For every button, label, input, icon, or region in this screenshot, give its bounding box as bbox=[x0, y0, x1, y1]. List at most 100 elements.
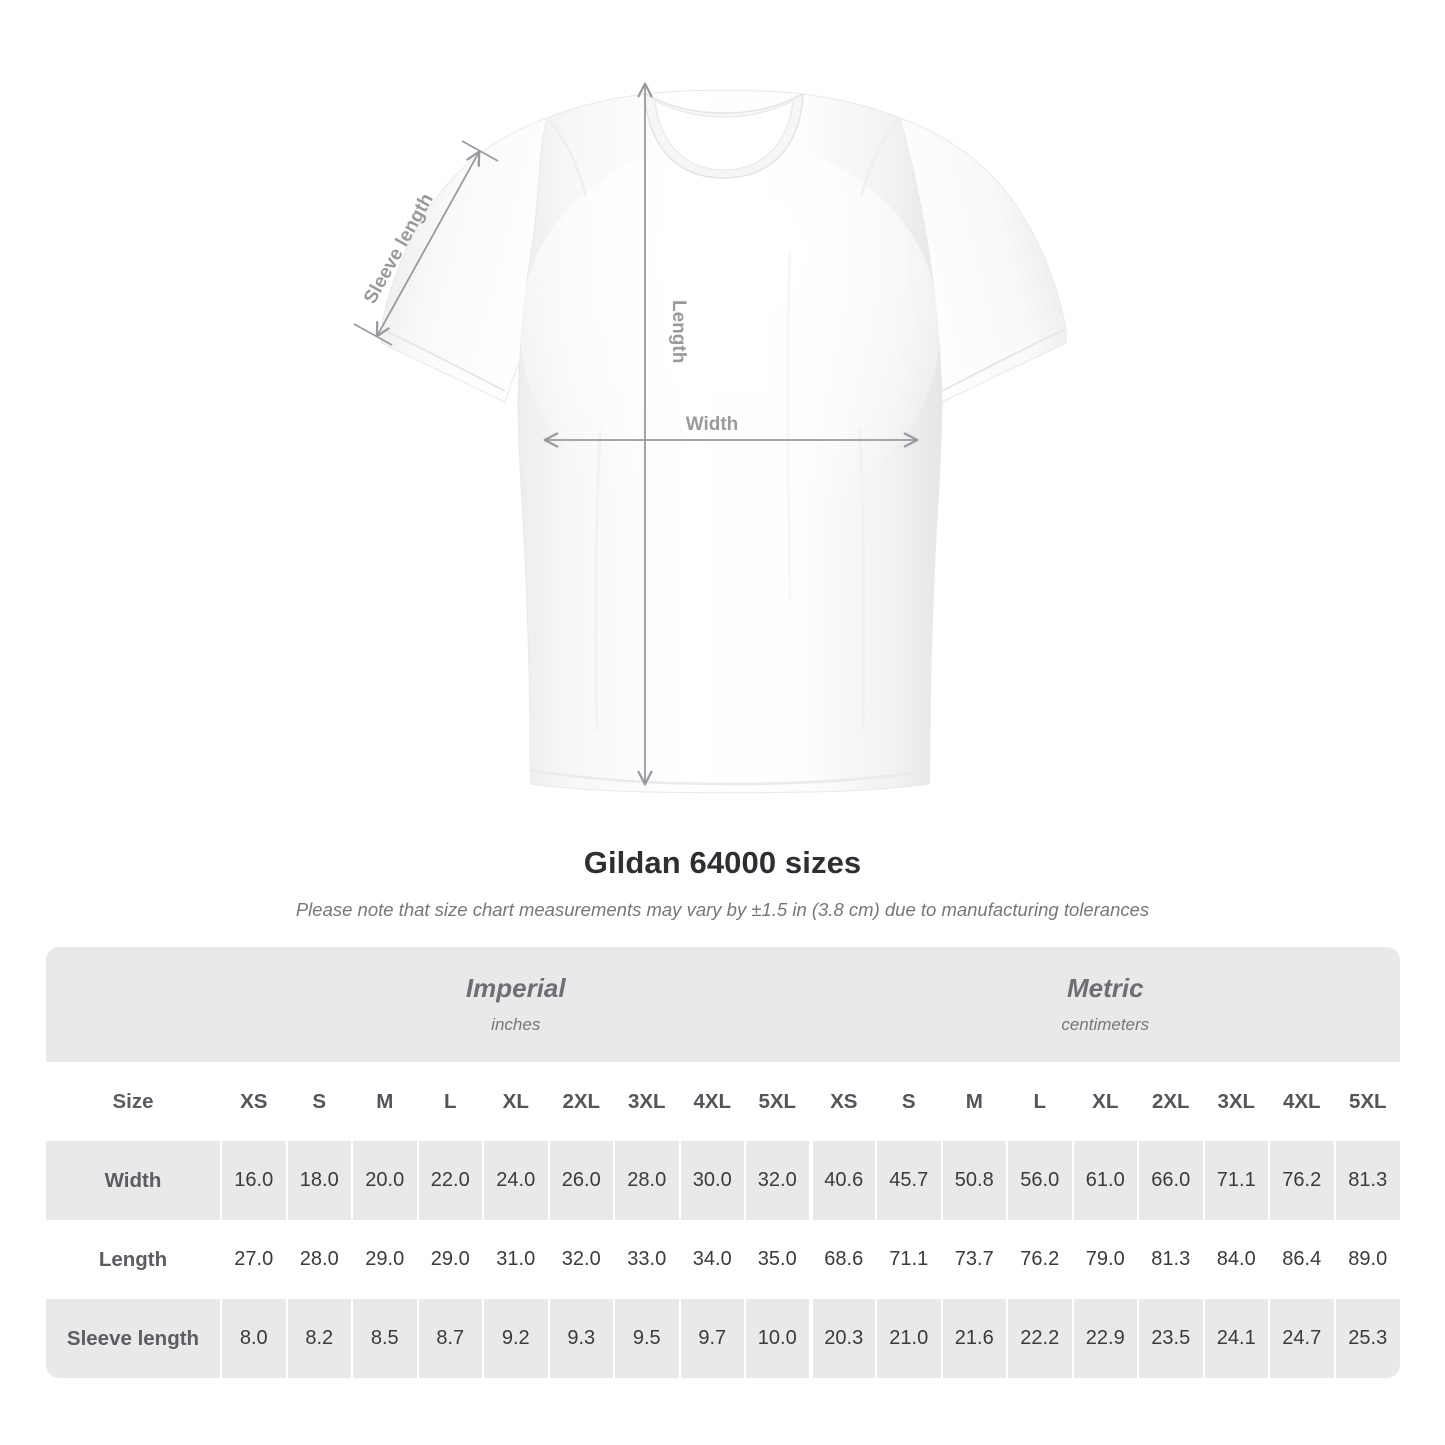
cell-sleeve-length-3xl-in: 9.5 bbox=[613, 1299, 680, 1378]
fold-right bbox=[858, 429, 866, 731]
cell-width-5xl-in: 32.0 bbox=[744, 1141, 811, 1220]
column-header-2xl-metric: 2XL bbox=[1137, 1062, 1204, 1141]
cell-sleeve-length-m-cm: 21.6 bbox=[940, 1299, 1007, 1378]
table-header-row: Size XS S M L XL 2XL 3XL 4XL 5XL XS S M L XL 2XL 3XL 4XL 5… bbox=[46, 1062, 1400, 1141]
cell-length-5xl-cm: 89.0 bbox=[1333, 1220, 1400, 1299]
cell-sleeve-length-l-cm: 22.2 bbox=[1006, 1299, 1073, 1378]
cell-width-2xl-cm: 66.0 bbox=[1137, 1141, 1204, 1220]
cell-length-l-in: 29.0 bbox=[416, 1220, 483, 1299]
cell-length-xs-in: 27.0 bbox=[220, 1220, 287, 1299]
tshirt-garment bbox=[380, 89, 1067, 794]
cell-length-xl-cm: 79.0 bbox=[1071, 1220, 1138, 1299]
tolerance-note: Please note that size chart measurements… bbox=[295, 899, 1150, 920]
width-dimension: Width bbox=[545, 414, 917, 440]
column-header-m-imperial: M bbox=[351, 1062, 418, 1141]
table-row: Length 27.0 28.0 29.0 29.0 31.0 32.0 33.0 34.0 35… bbox=[46, 1220, 1400, 1299]
length-label: Length bbox=[668, 300, 689, 363]
column-header-2xl-imperial: 2XL bbox=[547, 1062, 614, 1141]
unit-group-metric: Metric centimeters bbox=[811, 947, 1401, 1062]
cell-sleeve-length-4xl-cm: 24.7 bbox=[1268, 1299, 1335, 1378]
cell-width-xs-cm: 40.6 bbox=[808, 1141, 876, 1220]
unit-subtitle-imperial: inches bbox=[491, 1015, 541, 1035]
column-header-5xl-imperial: 5XL bbox=[744, 1062, 811, 1141]
sleeve-arrow bbox=[377, 152, 479, 336]
cell-length-s-cm: 71.1 bbox=[875, 1220, 942, 1299]
cell-length-xl-in: 31.0 bbox=[482, 1220, 549, 1299]
banner-spacer bbox=[46, 947, 221, 1062]
cell-length-3xl-in: 33.0 bbox=[613, 1220, 680, 1299]
bottom-hem bbox=[530, 768, 930, 786]
right-shoulder-seam bbox=[860, 119, 899, 197]
column-header-l-imperial: L bbox=[416, 1062, 483, 1141]
cell-length-2xl-cm: 81.3 bbox=[1137, 1220, 1204, 1299]
cell-length-s-in: 28.0 bbox=[285, 1220, 352, 1299]
fold-left bbox=[594, 429, 602, 731]
column-header-4xl-imperial: 4XL bbox=[678, 1062, 745, 1141]
cell-width-3xl-in: 28.0 bbox=[613, 1141, 680, 1220]
cell-width-5xl-cm: 81.3 bbox=[1333, 1141, 1400, 1220]
width-label: Width bbox=[686, 414, 739, 435]
cell-sleeve-length-2xl-in: 9.3 bbox=[547, 1299, 614, 1378]
unit-title-metric: Metric bbox=[1066, 972, 1144, 1003]
column-header-3xl-metric: 3XL bbox=[1202, 1062, 1269, 1141]
unit-banner: Imperial inches Metric centimeters bbox=[46, 947, 1400, 1062]
cell-width-4xl-cm: 76.2 bbox=[1268, 1141, 1335, 1220]
cell-length-4xl-in: 34.0 bbox=[678, 1220, 745, 1299]
column-header-xs-metric: XS bbox=[808, 1062, 876, 1141]
cell-sleeve-length-m-in: 8.5 bbox=[351, 1299, 418, 1378]
cell-sleeve-length-5xl-in: 10.0 bbox=[744, 1299, 811, 1378]
column-header-5xl-metric: 5XL bbox=[1333, 1062, 1400, 1141]
cell-length-m-cm: 73.7 bbox=[940, 1220, 1007, 1299]
column-header-xl-metric: XL bbox=[1071, 1062, 1138, 1141]
column-header-s-imperial: S bbox=[285, 1062, 352, 1141]
cell-sleeve-length-5xl-cm: 25.3 bbox=[1333, 1299, 1400, 1378]
cell-length-l-cm: 76.2 bbox=[1006, 1220, 1073, 1299]
column-header-xs-imperial: XS bbox=[220, 1062, 287, 1141]
cell-width-l-cm: 56.0 bbox=[1006, 1141, 1073, 1220]
row-header-length: Length bbox=[46, 1220, 221, 1299]
table-row: Sleeve length 8.0 8.2 8.5 8.7 9.2 9.3 9.5 9.7 10.… bbox=[46, 1299, 1400, 1378]
cell-length-2xl-in: 32.0 bbox=[547, 1220, 614, 1299]
cell-width-s-in: 18.0 bbox=[285, 1141, 352, 1220]
unit-subtitle-metric: centimeters bbox=[1061, 1015, 1150, 1035]
table-row: Width 16.0 18.0 20.0 22.0 24.0 26.0 28.0 30.0 32.… bbox=[46, 1141, 1400, 1220]
size-chart: Imperial inches Metric centimeters Size X… bbox=[46, 947, 1400, 1378]
cell-width-xl-in: 24.0 bbox=[482, 1141, 549, 1220]
cell-sleeve-length-s-cm: 21.0 bbox=[875, 1299, 942, 1378]
fold-center bbox=[786, 249, 792, 601]
sleeve-cap-bottom bbox=[353, 323, 393, 346]
unit-group-imperial: Imperial inches bbox=[221, 947, 811, 1062]
cell-sleeve-length-4xl-in: 9.7 bbox=[678, 1299, 745, 1378]
cell-sleeve-length-2xl-cm: 23.5 bbox=[1137, 1299, 1204, 1378]
title-block: Gildan 64000 sizes Please note that size… bbox=[0, 845, 1445, 921]
row-header-width: Width bbox=[46, 1141, 221, 1220]
column-header-m-metric: M bbox=[940, 1062, 1007, 1141]
cell-width-m-in: 20.0 bbox=[351, 1141, 418, 1220]
cell-sleeve-length-xs-in: 8.0 bbox=[220, 1299, 287, 1378]
column-header-3xl-imperial: 3XL bbox=[613, 1062, 680, 1141]
cell-length-m-in: 29.0 bbox=[351, 1220, 418, 1299]
cell-width-xl-cm: 61.0 bbox=[1071, 1141, 1138, 1220]
cell-length-5xl-in: 35.0 bbox=[744, 1220, 811, 1299]
tshirt-diagram: Length Width Sleeve length bbox=[353, 0, 1067, 794]
sleeve-cap-top bbox=[461, 140, 499, 162]
collar-inner bbox=[654, 99, 794, 171]
chest-highlight bbox=[520, 140, 940, 520]
cell-sleeve-length-xl-cm: 22.9 bbox=[1071, 1299, 1138, 1378]
cell-length-xs-cm: 68.6 bbox=[808, 1220, 876, 1299]
cell-sleeve-length-xl-in: 9.2 bbox=[482, 1299, 549, 1378]
row-header-size: Size bbox=[46, 1062, 221, 1141]
cell-width-xs-in: 16.0 bbox=[220, 1141, 287, 1220]
cell-length-3xl-cm: 84.0 bbox=[1202, 1220, 1269, 1299]
column-header-xl-imperial: XL bbox=[482, 1062, 549, 1141]
cell-width-s-cm: 45.7 bbox=[875, 1141, 942, 1220]
left-shoulder-seam bbox=[548, 119, 587, 197]
page-title: Gildan 64000 sizes bbox=[583, 845, 862, 880]
cell-width-3xl-cm: 71.1 bbox=[1202, 1141, 1269, 1220]
row-header-sleeve-length: Sleeve length bbox=[46, 1299, 221, 1378]
column-header-4xl-metric: 4XL bbox=[1268, 1062, 1335, 1141]
size-table: Size XS S M L XL 2XL 3XL 4XL 5XL XS S M L XL 2XL 3XL 4XL 5… bbox=[46, 1062, 1400, 1378]
cell-sleeve-length-xs-cm: 20.3 bbox=[808, 1299, 876, 1378]
cell-length-4xl-cm: 86.4 bbox=[1268, 1220, 1335, 1299]
cell-width-4xl-in: 30.0 bbox=[678, 1141, 745, 1220]
